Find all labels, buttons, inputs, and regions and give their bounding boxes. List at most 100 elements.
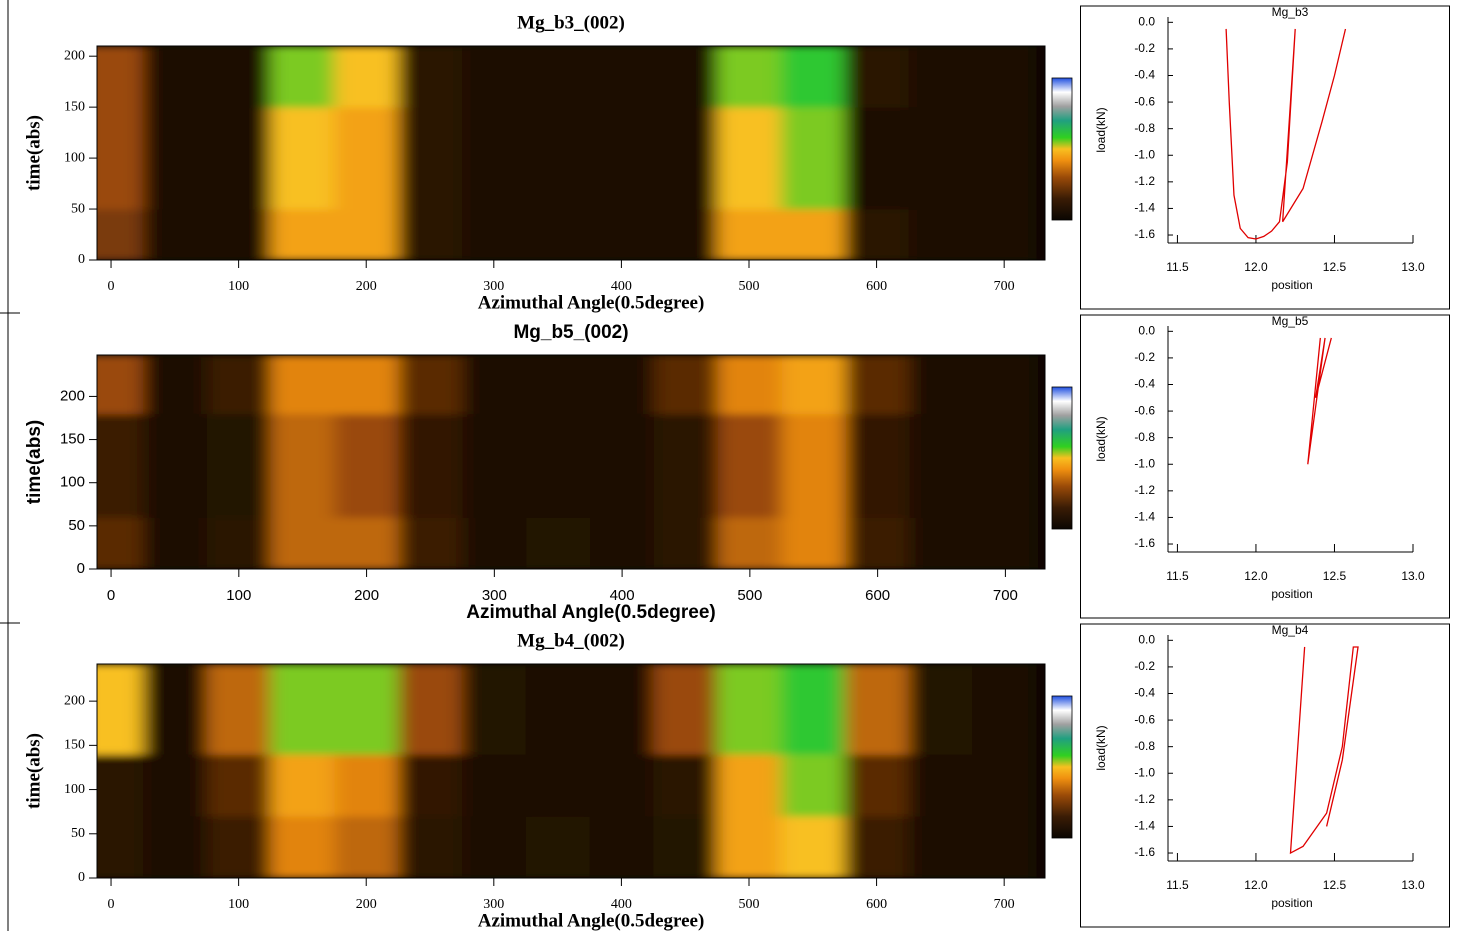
heatmap-cell: [270, 517, 336, 569]
x-tick-label: 300: [483, 279, 504, 294]
heatmap-cell: [781, 413, 847, 466]
heatmap-cell: [526, 517, 591, 569]
heatmap-cell: [142, 355, 208, 415]
heatmap-cell: [590, 413, 655, 466]
x-axis-label: position: [1271, 587, 1312, 601]
heatmap-cell: [97, 465, 144, 518]
y-axis-label: time(abs): [23, 115, 44, 191]
y-tick-label: 150: [64, 738, 85, 753]
heatmap-cell: [462, 413, 527, 466]
y-tick-label: 0.0: [1138, 14, 1155, 28]
heatmap-cell: [97, 46, 144, 108]
heatmap-cell: [334, 664, 399, 755]
heatmap-cell: [270, 465, 336, 518]
heatmap-cell: [590, 517, 655, 569]
heatmap-cell: [525, 46, 591, 108]
x-tick-label: 13.0: [1401, 569, 1425, 583]
heatmap-cell: [270, 158, 335, 210]
heatmap-cell: [142, 465, 208, 518]
panel-border: [1080, 5, 1450, 310]
heatmap-cell: [844, 754, 909, 817]
x-tick-label: 300: [483, 897, 504, 912]
heatmap-cell: [206, 465, 272, 518]
heatmap-cell: [206, 517, 272, 569]
heatmap-cell: [653, 107, 718, 159]
heatmap-cell: [589, 754, 654, 817]
heatmap-cell: [780, 664, 846, 755]
heatmap-cell: [461, 107, 527, 159]
heatmap-cell: [844, 107, 909, 159]
x-tick-label: 300: [482, 587, 507, 604]
heatmap-cell: [972, 209, 1037, 260]
x-axis-label: Azimuthal Angle(0.5degree): [466, 602, 716, 623]
heatmap-cell: [844, 816, 909, 878]
heatmap-cell: [780, 816, 846, 878]
heatmap-cell: [717, 816, 782, 878]
x-tick-label: 600: [866, 897, 887, 912]
heatmap-cell: [142, 158, 208, 210]
x-tick-label: 0: [107, 587, 115, 604]
heatmap-cell: [398, 107, 463, 159]
heatmap-cell: [334, 465, 400, 518]
heatmap-cell: [653, 816, 718, 878]
heatmap-cell: [462, 517, 527, 569]
x-tick-label: 11.5: [1166, 569, 1189, 583]
x-tick-label: 500: [738, 279, 759, 294]
x-tick-label: 12.0: [1244, 260, 1268, 274]
heatmap-cell: [398, 465, 463, 518]
load-curve: [1307, 337, 1332, 465]
heatmap-cell: [972, 158, 1037, 210]
x-tick-label: 600: [866, 279, 887, 294]
x-tick-label: 200: [356, 897, 377, 912]
heatmap-panel: Mg_b4_(002) 0 100 200 300 400 500 600 700 0 50 100 1…: [23, 630, 1073, 931]
x-axis-label: Azimuthal Angle(0.5degree): [478, 292, 705, 313]
heatmap-cell: [844, 209, 909, 260]
heatmap-cells: [97, 355, 1038, 569]
y-tick-label: 0: [78, 252, 85, 267]
x-tick-label: 13.0: [1401, 260, 1425, 274]
heatmap-cell: [206, 816, 272, 878]
y-tick-label: 0.0: [1138, 632, 1155, 646]
heatmap-cell: [97, 413, 144, 466]
colorbar: [1051, 386, 1073, 530]
y-tick-label: 50: [71, 201, 85, 216]
heatmap-cell: [654, 355, 719, 415]
chart-title: Mg_b4: [1272, 623, 1309, 637]
heatmap-cell: [653, 664, 718, 755]
heatmap-cell: [908, 816, 973, 878]
x-axis-label: position: [1271, 896, 1312, 910]
heatmap-cell: [398, 413, 463, 466]
x-tick-label: 400: [610, 587, 635, 604]
y-tick-label: -1.2: [1134, 483, 1155, 497]
y-tick-label: -0.6: [1134, 94, 1155, 108]
y-tick-label: -1.6: [1134, 227, 1155, 241]
heatmap-cell: [845, 517, 911, 569]
heatmap-cell: [845, 465, 911, 518]
y-axis-label: time(abs): [24, 420, 45, 504]
plot-frame: [96, 663, 1046, 879]
y-tick-label: -0.8: [1134, 739, 1155, 753]
heatmap-cell: [206, 355, 272, 415]
heatmap-cell: [334, 46, 399, 108]
heatmap-cell: [97, 209, 144, 260]
y-tick-label: -1.0: [1134, 765, 1155, 779]
x-tick-label: 100: [226, 587, 251, 604]
y-tick-label: -1.2: [1134, 792, 1155, 806]
heatmap-cell: [717, 355, 783, 415]
y-axis-label: load(kN): [1094, 107, 1108, 152]
load-curve: [1225, 28, 1347, 240]
x-tick-label: 600: [865, 587, 890, 604]
heatmap-cell: [334, 816, 399, 878]
y-tick-label: -0.4: [1134, 377, 1155, 391]
line-panel: Mg_b5 11.5 12.0 12.5 13.0 0.0 -0.2 -0.4 -0.6 -0.8…: [1080, 314, 1450, 619]
heatmap-cell: [334, 754, 399, 817]
y-tick-label: -0.8: [1134, 121, 1155, 135]
heatmap-cell: [206, 158, 272, 210]
heatmap-cell: [844, 158, 909, 210]
line-panel: Mg_b3 11.5 12.0 12.5 13.0 0.0 -0.2 -0.4 -0.6 -0.8…: [1080, 5, 1450, 310]
heatmap-cell: [653, 209, 718, 260]
heatmap-cell: [525, 816, 591, 878]
x-tick-label: 100: [228, 897, 249, 912]
heatmap-cell: [142, 517, 208, 569]
heatmap-cell: [973, 413, 1038, 466]
